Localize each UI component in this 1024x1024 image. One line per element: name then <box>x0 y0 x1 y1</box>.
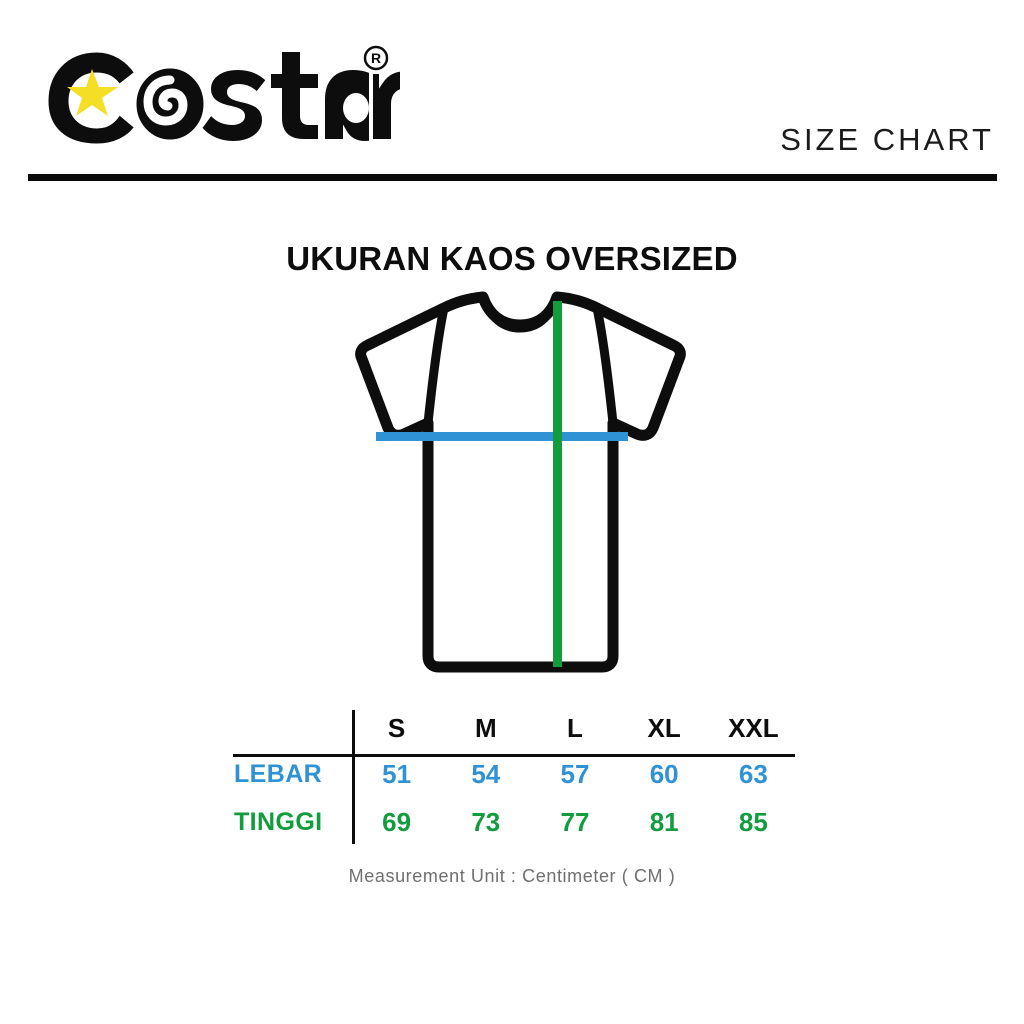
tinggi-measure-line <box>553 301 562 667</box>
table-header-xl: XL <box>647 712 681 743</box>
costar-logo: R <box>40 42 410 152</box>
svg-text:R: R <box>371 50 381 66</box>
lebar-s: 51 <box>382 758 412 789</box>
table-header-s: S <box>387 712 406 743</box>
table-row: LEBAR 51 54 57 60 63 <box>228 750 798 798</box>
logo-letter-r <box>369 66 410 143</box>
tshirt-outline-icon <box>355 291 686 673</box>
row-label-lebar: LEBAR <box>234 759 323 788</box>
table-row: TINGGI 69 73 77 81 85 <box>228 798 798 846</box>
tshirt-diagram <box>276 288 728 688</box>
lebar-measure-line <box>376 432 628 441</box>
row-label-tinggi: TINGGI <box>234 807 323 836</box>
logo-letter-o <box>131 63 209 145</box>
lebar-xxl: 63 <box>738 758 768 789</box>
logo-star-icon <box>67 69 118 116</box>
lebar-m: 54 <box>471 758 501 789</box>
tinggi-s: 69 <box>382 806 412 837</box>
page-title: SIZE CHART <box>780 122 994 157</box>
tinggi-xxl: 85 <box>738 806 768 837</box>
logo-letter-t <box>267 48 322 143</box>
logo-letter-c <box>43 47 141 149</box>
tinggi-m: 73 <box>471 806 501 837</box>
table-header-xxl: XXL <box>728 712 779 743</box>
size-table: S M L XL XXL LEBAR 51 54 57 60 63 TINGGI <box>228 706 798 866</box>
tinggi-xl: 81 <box>649 806 679 837</box>
lebar-xl: 60 <box>649 758 679 789</box>
table-header-l: L <box>567 712 583 743</box>
header-divider <box>28 174 997 181</box>
table-header-m: M <box>474 712 497 743</box>
table-header-row: S M L XL XXL <box>228 706 798 750</box>
measurement-unit-note: Measurement Unit : Centimeter ( CM ) <box>348 866 676 886</box>
table-vertical-divider <box>352 710 355 844</box>
table-corner-cell <box>228 706 352 750</box>
lebar-l: 57 <box>560 758 590 789</box>
tinggi-l: 77 <box>560 806 590 837</box>
table-horizontal-divider <box>233 754 795 757</box>
logo-letter-s <box>197 65 271 146</box>
registered-trademark-icon: R <box>363 45 389 71</box>
chart-heading: UKURAN KAOS OVERSIZED <box>286 240 738 277</box>
